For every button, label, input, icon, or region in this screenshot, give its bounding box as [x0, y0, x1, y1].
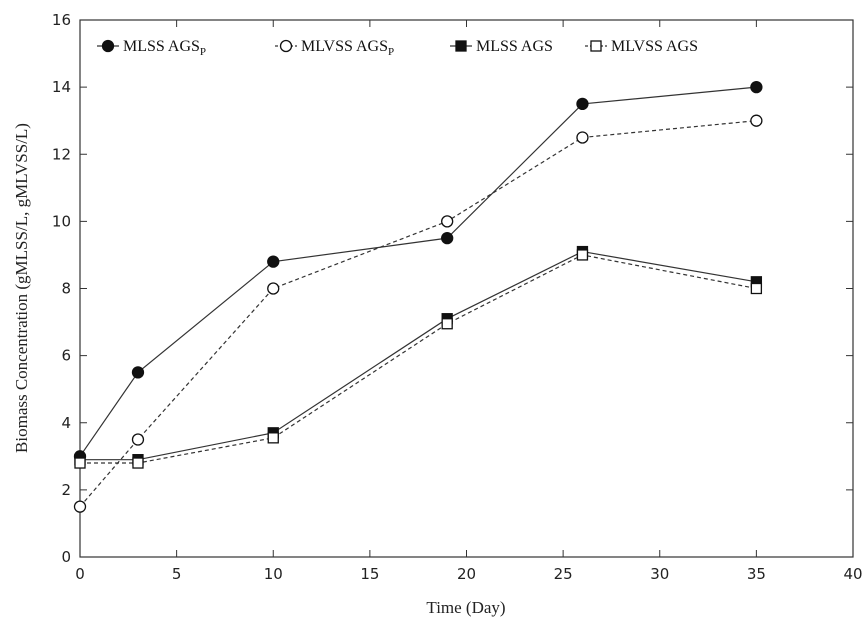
legend-label: MLSS AGS	[476, 38, 553, 55]
legend-entry-2: MLVSS AGSP	[275, 38, 394, 58]
x-tick-label: 10	[264, 565, 283, 583]
data-point	[750, 282, 763, 295]
data-point	[441, 215, 454, 228]
data-point	[750, 114, 763, 127]
y-tick-label: 4	[61, 414, 71, 432]
y-tick-label: 10	[52, 212, 71, 230]
legend-marker	[590, 40, 602, 52]
legend-label: MLVSS AGSP	[301, 38, 394, 58]
series-4	[74, 249, 763, 469]
legend-entry-3: MLSS AGS	[450, 38, 553, 55]
y-axis-ticks: 0 2 4 6 8 10 12 14 16	[52, 11, 853, 566]
data-point	[131, 433, 145, 446]
data-point	[132, 457, 144, 469]
series-line	[80, 250, 757, 461]
data-point	[750, 80, 763, 94]
series-layer	[73, 80, 763, 513]
series-line	[79, 86, 757, 457]
data-point	[576, 97, 589, 111]
y-tick-label: 6	[61, 347, 71, 365]
x-axis-ticks: 0 5 10 15 20 25 30 35 40	[75, 20, 863, 583]
y-tick-label: 12	[52, 145, 71, 163]
series-2	[73, 114, 763, 513]
data-point	[131, 366, 145, 379]
data-point	[73, 500, 87, 513]
legend-label: MLVSS AGS	[611, 38, 698, 55]
series-line	[79, 120, 757, 508]
y-tick-label: 0	[61, 548, 71, 566]
data-point	[74, 457, 86, 469]
y-tick-label: 16	[52, 11, 71, 29]
x-axis-title: Time (Day)	[426, 598, 505, 617]
legend-marker	[455, 40, 467, 52]
data-point	[267, 432, 279, 444]
data-point	[441, 232, 454, 245]
series-1	[73, 80, 763, 463]
legend-entry-4: MLVSS AGS	[585, 38, 698, 55]
x-tick-label: 30	[650, 565, 669, 583]
legend: MLSS AGSP MLVSS AGSP MLSS AGS MLVSS AGS	[97, 38, 698, 58]
y-tick-label: 8	[61, 280, 71, 298]
data-point	[576, 249, 589, 261]
x-tick-label: 20	[457, 565, 476, 583]
data-point	[267, 255, 280, 268]
legend-label: MLSS AGSP	[123, 38, 206, 58]
legend-entry-1: MLSS AGSP	[97, 38, 206, 58]
y-tick-label: 14	[52, 78, 71, 96]
x-tick-label: 0	[75, 565, 85, 583]
data-point	[441, 318, 453, 330]
x-tick-label: 35	[747, 565, 766, 583]
legend-marker	[279, 39, 293, 53]
data-point	[267, 282, 280, 295]
x-tick-label: 40	[843, 565, 862, 583]
data-point	[576, 131, 589, 144]
x-tick-label: 15	[360, 565, 379, 583]
series-line	[80, 254, 757, 464]
x-tick-label: 25	[554, 565, 573, 583]
legend-marker	[101, 39, 115, 53]
y-axis-title: Biomass Concentration (gMLSS/L, gMLVSS/L…	[12, 123, 31, 453]
x-tick-label: 5	[172, 565, 182, 583]
y-tick-label: 2	[61, 481, 71, 499]
series-3	[74, 245, 763, 466]
plot-frame	[79, 19, 854, 558]
